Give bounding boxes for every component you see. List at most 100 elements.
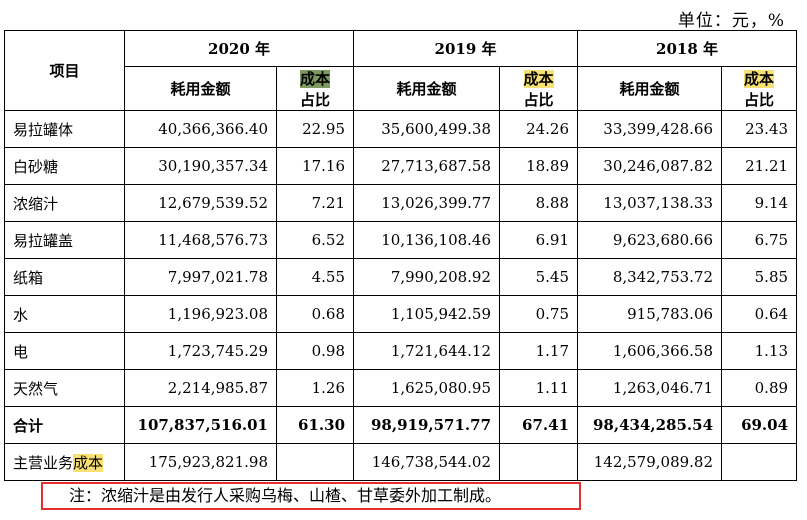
ratio-2019: 1.17 [499, 332, 579, 370]
amount-2019: 13,026,399.77 [353, 184, 501, 222]
amount-2018: 9,623,680.66 [577, 221, 723, 259]
table-row: 水 1,196,923.08 0.68 1,105,942.59 0.75 91… [4, 295, 798, 333]
ratio-2018: 23.43 [721, 110, 798, 148]
ratio-2018: 9.14 [721, 184, 798, 222]
ratio-label: 占比 [523, 90, 554, 109]
row-item: 浓缩汁 [4, 184, 125, 222]
total-amount-2018: 98,434,285.54 [577, 406, 723, 444]
ratio-2019: 5.45 [499, 258, 579, 296]
ratio-2020: 22.95 [275, 110, 355, 148]
header-year-2019: 2019 年 [353, 30, 579, 67]
main-cost-highlight: 成本 [73, 453, 104, 472]
ratio-2018: 0.89 [721, 369, 798, 407]
main-cost-2019: 146,738,544.02 [353, 443, 501, 481]
empty-cell [275, 443, 355, 481]
amount-2019: 7,990,208.92 [353, 258, 501, 296]
ratio-highlight: 成本 [523, 69, 554, 88]
table-row: 白砂糖 30,190,357.34 17.16 27,713,687.58 18… [4, 147, 798, 185]
amount-2020: 1,196,923.08 [124, 295, 277, 333]
ratio-label: 占比 [744, 90, 775, 109]
ratio-highlight: 成本 [744, 69, 775, 88]
ratio-2019: 6.91 [499, 221, 579, 259]
main-cost-2018: 142,579,089.82 [577, 443, 723, 481]
row-item: 电 [4, 332, 125, 370]
amount-2019: 35,600,499.38 [353, 110, 501, 148]
ratio-2020: 6.52 [275, 221, 355, 259]
table-row: 易拉罐盖 11,468,576.73 6.52 10,136,108.46 6.… [4, 221, 798, 259]
row-item: 白砂糖 [4, 147, 125, 185]
amount-2020: 7,997,021.78 [124, 258, 277, 296]
ratio-2019: 0.75 [499, 295, 579, 333]
empty-cell [721, 443, 798, 481]
row-item: 纸箱 [4, 258, 125, 296]
table-row: 浓缩汁 12,679,539.52 7.21 13,026,399.77 8.8… [4, 184, 798, 222]
main-cost-prefix: 主营业务 [13, 453, 74, 472]
ratio-2020: 7.21 [275, 184, 355, 222]
amount-2020: 40,366,366.40 [124, 110, 277, 148]
row-item: 天然气 [4, 369, 125, 407]
ratio-label: 占比 [300, 90, 331, 109]
amount-2018: 8,342,753.72 [577, 258, 723, 296]
amount-2018: 1,263,046.71 [577, 369, 723, 407]
amount-2019: 1,721,644.12 [353, 332, 501, 370]
row-item: 水 [4, 295, 125, 333]
ratio-2018: 1.13 [721, 332, 798, 370]
total-ratio-2019: 67.41 [499, 406, 579, 444]
ratio-2020: 17.16 [275, 147, 355, 185]
total-ratio-2018: 69.04 [721, 406, 798, 444]
amount-2019: 1,625,080.95 [353, 369, 501, 407]
main-cost-label: 主营业务成本 [4, 443, 125, 481]
header-year-2018: 2018 年 [577, 30, 798, 67]
total-amount-2020: 107,837,516.01 [124, 406, 277, 444]
header-year-2020: 2020 年 [123, 30, 355, 67]
header-ratio-2019: 成本 占比 [499, 66, 579, 111]
total-label: 合计 [4, 406, 125, 444]
amount-2020: 11,468,576.73 [124, 221, 277, 259]
header-ratio-2018: 成本 占比 [721, 66, 798, 111]
ratio-2020: 4.55 [275, 258, 355, 296]
header-amount-2018: 耗用金额 [577, 66, 723, 111]
amount-2019: 10,136,108.46 [353, 221, 501, 259]
ratio-2019: 1.11 [499, 369, 579, 407]
unit-label: 单位：元，% [677, 11, 785, 31]
header-ratio-2020: 成本 占比 [275, 66, 355, 111]
ratio-2018: 21.21 [721, 147, 798, 185]
header-amount-2019: 耗用金额 [353, 66, 501, 111]
amount-2018: 915,783.06 [577, 295, 723, 333]
amount-2019: 1,105,942.59 [353, 295, 501, 333]
total-amount-2019: 98,919,571.77 [353, 406, 501, 444]
table-row: 电 1,723,745.29 0.98 1,721,644.12 1.17 1,… [4, 332, 798, 370]
table-row: 易拉罐体 40,366,366.40 22.95 35,600,499.38 2… [4, 110, 798, 148]
ratio-2018: 5.85 [721, 258, 798, 296]
amount-2018: 33,399,428.66 [577, 110, 723, 148]
empty-cell [499, 443, 579, 481]
ratio-2018: 0.64 [721, 295, 798, 333]
total-row: 合计 107,837,516.01 61.30 98,919,571.77 67… [4, 406, 798, 444]
amount-2018: 30,246,087.82 [577, 147, 723, 185]
amount-2020: 1,723,745.29 [124, 332, 277, 370]
amount-2018: 13,037,138.33 [577, 184, 723, 222]
main-cost-2020: 175,923,821.98 [124, 443, 277, 481]
amount-2019: 27,713,687.58 [353, 147, 501, 185]
main-cost-row: 主营业务成本 175,923,821.98 146,738,544.02 142… [4, 443, 798, 481]
amount-2020: 2,214,985.87 [124, 369, 277, 407]
material-cost-table: 项目 2020 年 2019 年 2018 年 耗用金额 成本 占比 耗用金额 … [4, 30, 798, 481]
ratio-2020: 0.98 [275, 332, 355, 370]
ratio-2019: 18.89 [499, 147, 579, 185]
ratio-2020: 1.26 [275, 369, 355, 407]
ratio-2020: 0.68 [275, 295, 355, 333]
table-row: 天然气 2,214,985.87 1.26 1,625,080.95 1.11 … [4, 369, 798, 407]
total-ratio-2020: 61.30 [275, 406, 355, 444]
header-item: 项目 [4, 30, 125, 111]
amount-2020: 30,190,357.34 [124, 147, 277, 185]
header-amount-2020: 耗用金额 [124, 66, 277, 111]
ratio-2019: 8.88 [499, 184, 579, 222]
amount-2020: 12,679,539.52 [124, 184, 277, 222]
ratio-highlight: 成本 [300, 69, 331, 88]
row-item: 易拉罐体 [4, 110, 125, 148]
ratio-2018: 6.75 [721, 221, 798, 259]
footnote-box: 注：浓缩汁是由发行人采购乌梅、山楂、甘草委外加工制成。 [41, 482, 581, 510]
table-row: 纸箱 7,997,021.78 4.55 7,990,208.92 5.45 8… [4, 258, 798, 296]
amount-2018: 1,606,366.58 [577, 332, 723, 370]
row-item: 易拉罐盖 [4, 221, 125, 259]
